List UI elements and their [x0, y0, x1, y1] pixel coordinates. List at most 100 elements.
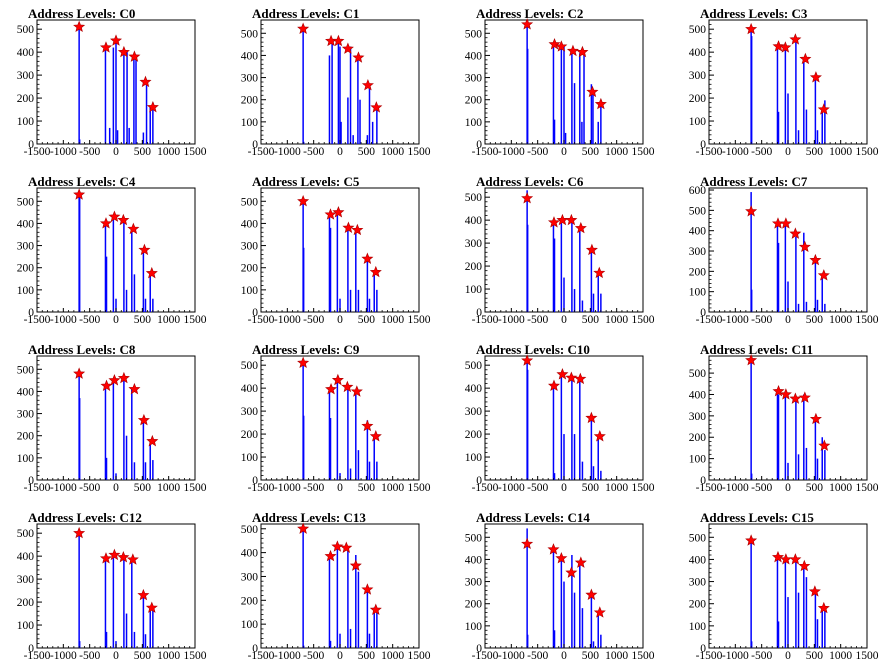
peak-marker	[789, 33, 802, 45]
histogram-bar	[750, 36, 753, 144]
plot-frame	[260, 355, 420, 481]
y-tick-label: 200	[689, 432, 707, 444]
y-tick-label: 400	[241, 383, 259, 395]
peak-marker	[146, 100, 159, 113]
chart-panel: Address Levels: C5 -1500 -1000 -500 0 500 1000…	[224, 168, 448, 336]
y-tick-label: 500	[689, 24, 707, 36]
histogram-bar	[302, 528, 304, 648]
histogram-bar	[133, 462, 136, 480]
peak-marker	[340, 541, 353, 553]
histogram-bar	[104, 223, 107, 312]
histogram-bar	[553, 630, 556, 648]
y-tick-label: 400	[241, 548, 259, 560]
peak-marker	[809, 71, 822, 83]
histogram-bar	[376, 108, 378, 144]
chart-title: Address Levels: C5	[252, 174, 360, 189]
x-tick-label: 1000	[381, 482, 404, 494]
y-tick-label: 200	[17, 597, 35, 609]
peak-marker	[109, 34, 123, 46]
peak-marker	[798, 240, 811, 253]
y-tick-label: 0	[476, 643, 482, 655]
histogram-bar	[787, 462, 789, 480]
chart-plot: -1500 -1000 -500 0 500 1000 1500 0 100 200 300 400 5…	[689, 523, 879, 662]
histogram-bar	[821, 275, 823, 312]
y-tick-label: 300	[241, 571, 259, 583]
y-tick-label: 400	[17, 218, 35, 230]
y-tick-label: 400	[241, 218, 259, 230]
x-tick-label: 0	[113, 314, 119, 326]
histogram-bar	[104, 384, 107, 480]
y-tick-label: 300	[689, 577, 707, 589]
histogram-bar	[824, 450, 826, 480]
histogram-bar	[302, 645, 305, 648]
histogram-bar	[144, 462, 147, 480]
chart-panel: Address Levels: C2 -1500 -1000 -500 0 500 1000…	[448, 0, 672, 168]
histogram-bar	[368, 84, 371, 144]
x-tick-label: -500	[79, 146, 100, 158]
x-tick-label: -500	[751, 314, 772, 326]
histogram-bar	[579, 378, 581, 480]
y-tick-label: 100	[689, 287, 707, 299]
x-tick-label: 500	[582, 314, 600, 326]
peak-marker	[772, 384, 785, 397]
x-tick-label: -1500	[24, 314, 51, 326]
chart-panel: Address Levels: C14 -1500 -1000 -500 0 500 100…	[448, 504, 672, 672]
peak-marker	[297, 522, 310, 534]
x-tick-label: -1500	[696, 650, 723, 662]
histogram-bar	[803, 232, 805, 312]
x-tick-label: 1000	[829, 146, 852, 158]
peak-marker	[808, 585, 821, 597]
peak-marker	[108, 210, 121, 222]
x-tick-label: 0	[785, 650, 791, 662]
histogram-bar	[816, 458, 819, 480]
x-tick-label: 1000	[381, 314, 404, 326]
y-tick-label: 0	[28, 643, 34, 655]
peak-marker	[565, 371, 578, 383]
histogram-bar	[560, 46, 563, 145]
histogram-bar	[795, 236, 797, 312]
y-tick-label: 500	[689, 205, 707, 217]
histogram-bar	[526, 528, 528, 648]
histogram-bar	[142, 250, 145, 312]
y-tick-label: 100	[465, 117, 483, 129]
x-tick-label: 1000	[829, 650, 852, 662]
peak-marker	[297, 356, 310, 368]
x-tick-label: 1500	[632, 146, 655, 158]
histogram-bar	[112, 219, 115, 312]
x-tick-label: -1000	[50, 482, 77, 494]
histogram-bar	[777, 242, 780, 312]
histogram-bar	[573, 434, 576, 480]
x-tick-label: 1500	[184, 146, 207, 158]
y-tick-label: 400	[689, 226, 707, 238]
histogram-bar	[784, 224, 787, 312]
histogram-bar	[592, 90, 594, 144]
x-tick-label: 0	[785, 482, 791, 494]
y-tick-label: 200	[241, 95, 259, 107]
x-tick-label: 1000	[157, 482, 180, 494]
histogram-bar	[368, 298, 371, 312]
histogram-bar	[328, 388, 331, 480]
histogram-bar	[552, 550, 555, 648]
histogram-bar	[573, 83, 576, 144]
histogram-bar	[376, 609, 378, 648]
x-tick-label: -1000	[722, 314, 749, 326]
x-tick-label: 0	[337, 146, 343, 158]
x-tick-label: 500	[582, 650, 600, 662]
histogram-bar	[795, 398, 797, 480]
peak-marker	[369, 603, 382, 615]
chart-title: Address Levels: C7	[700, 174, 808, 189]
peak-marker	[324, 208, 337, 220]
y-tick-label: 0	[700, 643, 706, 655]
peak-marker	[361, 79, 374, 91]
y-tick-label: 0	[700, 139, 706, 151]
histogram-bar	[590, 250, 593, 312]
histogram-bar	[821, 437, 823, 480]
x-tick-label: -500	[79, 650, 100, 662]
chart-title: Address Levels: C13	[252, 510, 366, 525]
histogram-bar	[104, 47, 107, 144]
peak-marker	[745, 205, 758, 217]
histogram-bar	[777, 394, 780, 480]
histogram-bar	[142, 595, 145, 648]
y-tick-label: 100	[689, 454, 707, 466]
